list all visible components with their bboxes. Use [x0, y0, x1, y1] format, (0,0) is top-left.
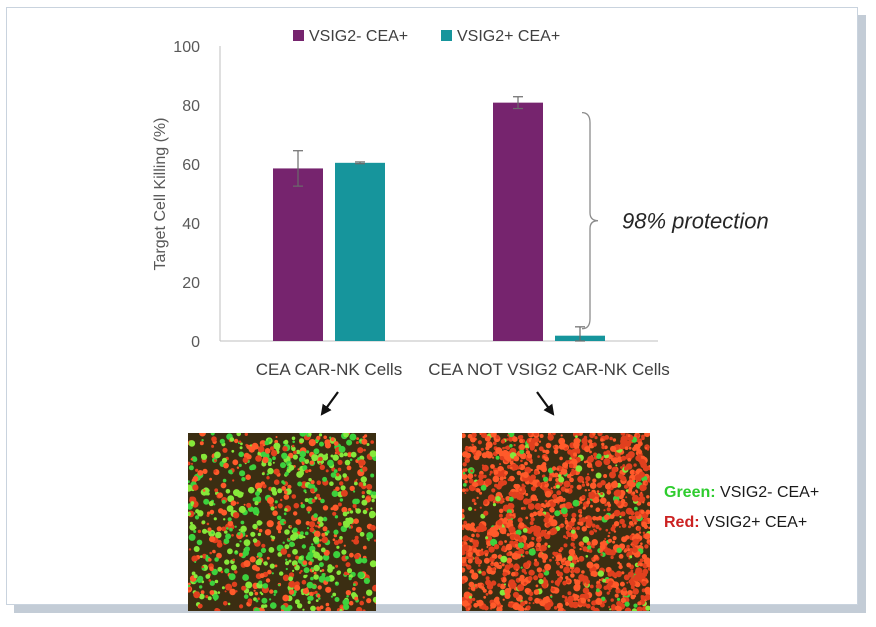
- key-green-name: Green:: [664, 484, 716, 501]
- y-tick-label: 0: [191, 334, 200, 351]
- arrow-left: [320, 391, 339, 416]
- legend-label: VSIG2+ CEA+: [457, 28, 560, 45]
- x-category-label: CEA NOT VSIG2 CAR-NK Cells: [428, 360, 670, 379]
- y-tick-label: 80: [182, 98, 200, 115]
- bar: [493, 102, 543, 341]
- y-tick-label: 60: [182, 157, 200, 174]
- x-category-label: CEA CAR-NK Cells: [256, 360, 402, 379]
- arrow-right: [536, 391, 555, 416]
- key-green: Green: VSIG2- CEA+: [664, 484, 819, 502]
- bar: [335, 162, 385, 341]
- legend-swatch: [441, 30, 452, 41]
- bar-chart: 0 20 40 60 80 100 Target Cell Killing (%) CEA …: [152, 28, 769, 416]
- key-red-name: Red:: [664, 514, 700, 531]
- bar: [273, 168, 323, 341]
- y-axis-title: Target Cell Killing (%): [152, 118, 169, 271]
- annotation-label: 98% protection: [622, 209, 769, 234]
- legend-label: VSIG2- CEA+: [309, 28, 408, 45]
- y-tick-label: 20: [182, 275, 200, 292]
- key-red: Red: VSIG2+ CEA+: [664, 514, 807, 532]
- y-tick-label: 40: [182, 216, 200, 233]
- y-tick-label: 100: [173, 39, 200, 56]
- figure-frame: [6, 7, 858, 605]
- microscopy-image-left: [188, 433, 376, 611]
- legend-swatch: [293, 30, 304, 41]
- key-green-label: VSIG2- CEA+: [720, 484, 820, 501]
- key-red-label: VSIG2+ CEA+: [704, 514, 808, 531]
- protection-brace: [581, 111, 599, 330]
- microscopy-image-right: [462, 433, 650, 611]
